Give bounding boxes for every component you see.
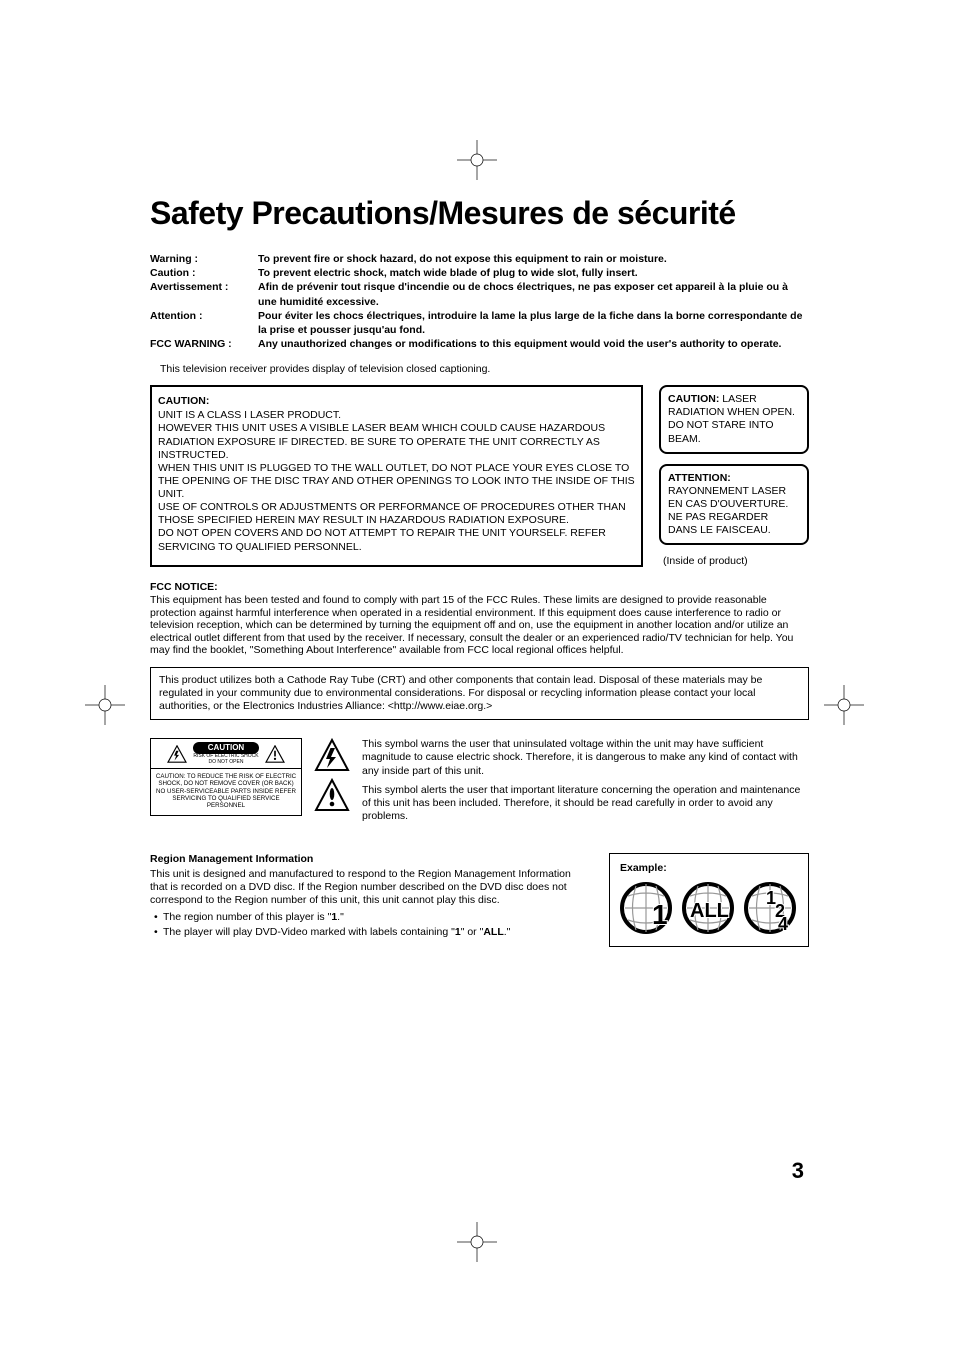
region-globes: 1 ALL 1 2 4 — [620, 882, 798, 934]
caution-label-header: CAUTION RISK OF ELECTRIC SHOCK DO NOT OP… — [151, 739, 301, 769]
warning-text: To prevent fire or shock hazard, do not … — [258, 252, 809, 266]
page-number: 3 — [792, 1158, 804, 1184]
warning-text: To prevent electric shock, match wide bl… — [258, 266, 809, 280]
exclamation-icon — [314, 778, 350, 812]
warning-label: FCC WARNING : — [150, 337, 258, 351]
region-bullet-list: The region number of this player is "1."… — [150, 911, 591, 939]
globe-icon: 1 — [620, 882, 672, 934]
laser-label-fr-body: RAYONNEMENT LASER EN CAS D'OUVERTURE. NE… — [668, 485, 788, 536]
fcc-body: This equipment has been tested and found… — [150, 594, 793, 656]
warning-row: Avertissement : Afin de prévenir tout ri… — [150, 280, 809, 308]
region-body: This unit is designed and manufactured t… — [150, 868, 591, 907]
warning-row: Attention : Pour éviter les chocs électr… — [150, 309, 809, 337]
region-management-section: Region Management Information This unit … — [150, 853, 809, 947]
warning-label: Caution : — [150, 266, 258, 280]
warning-text: Any unauthorized changes or modification… — [258, 337, 809, 351]
region-text-column: Region Management Information This unit … — [150, 853, 591, 941]
svg-text:1: 1 — [652, 899, 668, 930]
laser-label-column: CAUTION: LASER RADIATION WHEN OPEN. DO N… — [659, 385, 809, 567]
example-heading: Example: — [620, 862, 798, 874]
globe-icon: ALL — [682, 882, 734, 934]
laser-caution-box: CAUTION: UNIT IS A CLASS I LASER PRODUCT… — [150, 385, 643, 567]
laser-caution-body: UNIT IS A CLASS I LASER PRODUCT. HOWEVER… — [158, 409, 635, 553]
symbol-texts-column: This symbol warns the user that uninsula… — [362, 738, 809, 829]
symbol-icons-column — [314, 738, 350, 812]
region-bullet-1: The region number of this player is "1." — [154, 911, 591, 924]
warning-label: Attention : — [150, 309, 258, 337]
fcc-notice: FCC NOTICE: This equipment has been test… — [150, 581, 809, 657]
svg-text:4: 4 — [778, 914, 788, 934]
lightning-bolt-icon — [167, 745, 187, 763]
warnings-block: Warning : To prevent fire or shock hazar… — [150, 252, 809, 351]
warning-row: Warning : To prevent fire or shock hazar… — [150, 252, 809, 266]
region-example-box: Example: 1 ALL 1 2 4 — [609, 853, 809, 947]
svg-text:ALL: ALL — [690, 900, 729, 922]
globe-icon: 1 2 4 — [744, 882, 796, 934]
warning-label: Avertissement : — [150, 280, 258, 308]
lightning-bolt-icon — [314, 738, 350, 772]
laser-label-en: CAUTION: LASER RADIATION WHEN OPEN. DO N… — [659, 385, 809, 454]
page-title: Safety Precautions/Mesures de sécurité — [150, 195, 809, 232]
warning-label: Warning : — [150, 252, 258, 266]
bolt-symbol-text: This symbol warns the user that uninsula… — [362, 738, 809, 777]
symbol-explanations-row: CAUTION RISK OF ELECTRIC SHOCK DO NOT OP… — [150, 738, 809, 829]
closed-caption-note: This television receiver provides displa… — [150, 363, 809, 375]
caution-sub-2: DO NOT OPEN — [193, 760, 258, 766]
warning-text: Pour éviter les chocs électriques, intro… — [258, 309, 809, 337]
warning-text: Afin de prévenir tout risque d'incendie … — [258, 280, 809, 308]
caution-label-body: CAUTION: TO REDUCE THE RISK OF ELECTRIC … — [151, 769, 301, 815]
laser-info-row: CAUTION: UNIT IS A CLASS I LASER PRODUCT… — [150, 385, 809, 567]
crop-mark-bottom — [457, 1222, 497, 1267]
region-heading: Region Management Information — [150, 853, 591, 866]
region-bullet-2: The player will play DVD-Video marked wi… — [154, 926, 591, 939]
laser-caution-heading: CAUTION: — [158, 395, 635, 408]
exclamation-symbol-text: This symbol alerts the user that importa… — [362, 784, 809, 823]
caution-label-graphic: CAUTION RISK OF ELECTRIC SHOCK DO NOT OP… — [150, 738, 302, 816]
warning-row: FCC WARNING : Any unauthorized changes o… — [150, 337, 809, 351]
crt-lead-disposal-box: This product utilizes both a Cathode Ray… — [150, 667, 809, 720]
warning-row: Caution : To prevent electric shock, mat… — [150, 266, 809, 280]
fcc-heading: FCC NOTICE: — [150, 581, 218, 593]
laser-label-fr-heading: ATTENTION: — [668, 472, 731, 484]
laser-label-en-heading: CAUTION: — [668, 393, 719, 405]
inside-of-product-note: (Inside of product) — [659, 555, 809, 567]
laser-label-fr: ATTENTION: RAYONNEMENT LASER EN CAS D'OU… — [659, 464, 809, 546]
exclamation-icon — [265, 745, 285, 763]
